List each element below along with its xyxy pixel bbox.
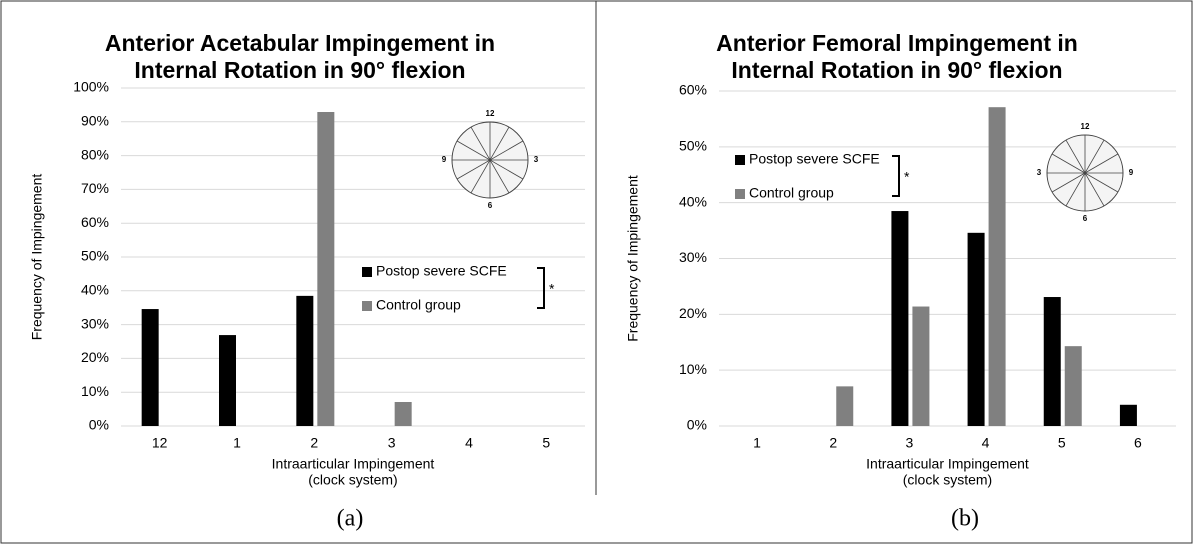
bar	[912, 306, 930, 426]
chart-title: Internal Rotation in 90° flexion	[134, 57, 465, 83]
x-tick-label: 1	[753, 435, 761, 451]
inset-label: 6	[488, 201, 493, 210]
bar	[891, 211, 909, 426]
y-tick-label: 10%	[679, 361, 707, 377]
legend-swatch	[362, 301, 372, 311]
y-tick-label: 40%	[81, 282, 109, 298]
x-axis-label: Intraarticular Impingement	[272, 456, 435, 472]
legend-label: Control group	[749, 185, 834, 201]
x-tick-label: 4	[465, 435, 473, 451]
x-tick-label: 12	[152, 435, 168, 451]
x-axis-label: (clock system)	[308, 472, 397, 488]
inset-label: 12	[1081, 122, 1090, 131]
bar	[141, 309, 159, 426]
bar	[296, 295, 314, 426]
bar	[219, 335, 236, 426]
y-axis-label: Frequency of Impingement	[625, 175, 641, 342]
y-tick-label: 0%	[687, 417, 707, 433]
inset-label: 9	[442, 155, 447, 164]
y-tick-label: 20%	[679, 305, 707, 321]
y-axis-label: Frequency of Impingement	[29, 174, 45, 341]
x-tick-label: 5	[542, 435, 550, 451]
annotation: *	[549, 281, 555, 297]
inset-label: 6	[1083, 214, 1088, 223]
legend-label: Postop severe SCFE	[749, 151, 880, 167]
x-tick-label: 5	[1058, 435, 1066, 451]
x-tick-label: 3	[906, 435, 914, 451]
legend-swatch	[735, 155, 745, 165]
inset-label: 3	[1037, 168, 1042, 177]
legend-label: Control group	[376, 297, 461, 313]
inset-label: 9	[1129, 168, 1134, 177]
bar	[1064, 346, 1082, 426]
x-tick-label: 1	[233, 435, 241, 451]
legend-label: Postop severe SCFE	[376, 263, 507, 279]
bar	[967, 232, 985, 426]
annotation: *	[904, 169, 910, 185]
inset-spoke	[456, 140, 524, 180]
panel-caption: (b)	[951, 506, 979, 532]
bracket	[537, 267, 545, 309]
x-axis-label: (clock system)	[903, 472, 992, 488]
bar	[988, 107, 1006, 427]
y-tick-label: 50%	[81, 248, 109, 264]
legend-swatch	[362, 267, 372, 277]
y-tick-label: 20%	[81, 349, 109, 365]
y-tick-label: 10%	[81, 383, 109, 399]
x-tick-label: 6	[1134, 435, 1142, 451]
bar	[1119, 404, 1137, 426]
chart-title: Internal Rotation in 90° flexion	[731, 57, 1062, 83]
inset-label: 3	[534, 155, 539, 164]
bracket	[892, 155, 900, 197]
y-tick-label: 80%	[81, 146, 109, 162]
panel-caption: (a)	[337, 506, 364, 532]
bar	[836, 386, 854, 426]
x-tick-label: 2	[310, 435, 318, 451]
bar	[317, 111, 335, 427]
y-tick-label: 70%	[81, 180, 109, 196]
bar	[394, 402, 412, 426]
inset-spoke	[1051, 153, 1119, 193]
y-tick-label: 60%	[81, 214, 109, 230]
y-tick-label: 40%	[679, 193, 707, 209]
x-tick-label: 4	[982, 435, 990, 451]
bar	[1043, 297, 1061, 426]
y-tick-label: 50%	[679, 138, 707, 154]
y-tick-label: 30%	[81, 315, 109, 331]
inset-label: 12	[486, 109, 495, 118]
y-tick-label: 60%	[679, 82, 707, 98]
legend-swatch	[735, 189, 745, 199]
y-tick-label: 30%	[679, 249, 707, 265]
y-tick-label: 90%	[81, 113, 109, 129]
x-tick-label: 2	[829, 435, 837, 451]
chart-title: Anterior Femoral Impingement in	[716, 30, 1078, 56]
y-tick-label: 0%	[89, 417, 109, 433]
y-tick-label: 100%	[73, 79, 109, 95]
x-tick-label: 3	[388, 435, 396, 451]
chart-title: Anterior Acetabular Impingement in	[105, 30, 495, 56]
x-axis-label: Intraarticular Impingement	[866, 456, 1029, 472]
